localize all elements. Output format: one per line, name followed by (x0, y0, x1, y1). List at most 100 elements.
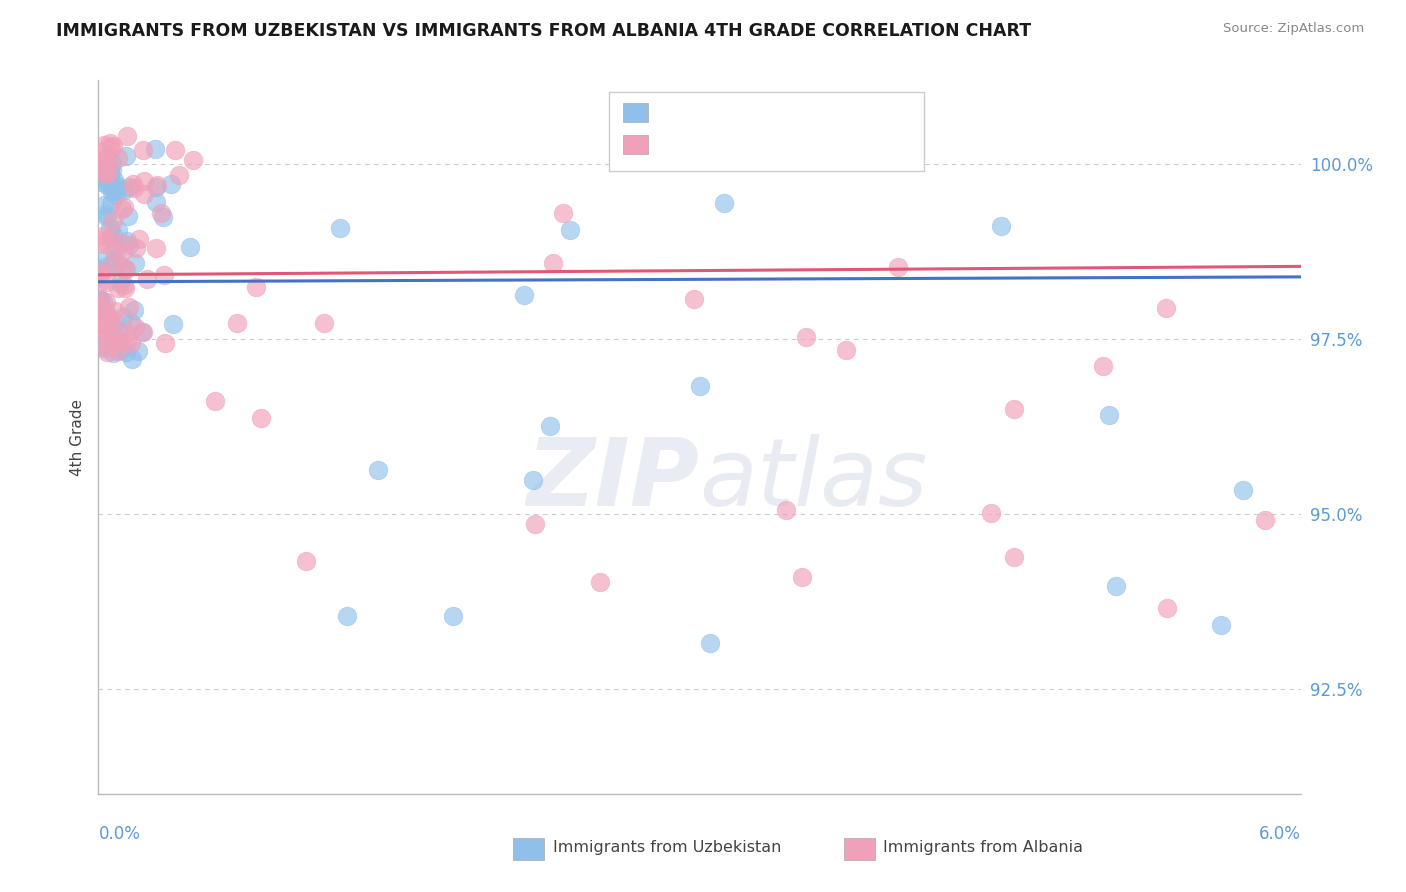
Point (117, 209, 139, 223)
Point (105, 188, 128, 202)
Point (1154, 301, 1177, 315)
Point (1156, 601, 1178, 615)
Point (120, 317, 142, 331)
Point (89, 338, 111, 352)
Point (91, 293, 114, 308)
Point (225, 316, 247, 330)
Text: atlas: atlas (699, 434, 928, 525)
Point (93, 260, 115, 275)
Point (90, 175, 112, 189)
Text: Source: ZipAtlas.com: Source: ZipAtlas.com (1223, 22, 1364, 36)
Point (145, 241, 167, 255)
Text: N =: N = (766, 103, 800, 120)
Point (90, 153, 112, 168)
Point (117, 333, 139, 347)
Point (89, 169, 111, 184)
Point (887, 260, 910, 275)
Point (689, 378, 711, 392)
Point (100, 336, 122, 351)
Point (136, 272, 159, 286)
Point (1105, 579, 1128, 593)
Point (790, 570, 813, 584)
Point (1002, 550, 1025, 565)
Point (104, 179, 127, 194)
Point (100, 197, 122, 211)
Point (103, 173, 125, 187)
Point (93, 311, 115, 326)
Point (112, 200, 135, 214)
Text: N =: N = (766, 136, 800, 153)
Point (108, 325, 131, 339)
Point (96, 210, 118, 224)
Point (543, 256, 565, 270)
Point (89, 292, 111, 306)
Point (114, 262, 136, 277)
Point (1002, 401, 1025, 416)
Point (96, 345, 118, 359)
Point (589, 575, 612, 590)
Point (115, 261, 138, 276)
Point (93, 341, 115, 355)
Point (367, 463, 389, 477)
Text: 0.011: 0.011 (696, 103, 752, 120)
Point (103, 243, 125, 257)
Point (90, 265, 112, 279)
Point (101, 228, 124, 243)
Point (699, 636, 721, 650)
Point (91, 229, 114, 244)
Point (93, 137, 115, 152)
Point (105, 257, 128, 271)
Point (111, 235, 134, 250)
Text: 81: 81 (808, 103, 834, 120)
Point (249, 410, 271, 425)
Point (152, 268, 174, 283)
Point (103, 303, 125, 318)
Point (105, 178, 128, 192)
Point (98, 163, 121, 178)
Point (96, 178, 118, 192)
Point (103, 346, 125, 360)
Point (112, 277, 135, 292)
Point (523, 517, 546, 532)
Point (145, 195, 167, 210)
Point (125, 241, 148, 255)
Point (131, 326, 153, 340)
Point (114, 326, 136, 341)
Point (560, 223, 582, 237)
Point (94, 207, 117, 221)
Point (93, 236, 115, 251)
Point (179, 240, 201, 254)
Point (159, 177, 181, 191)
Point (150, 206, 173, 220)
Point (124, 320, 146, 334)
Point (329, 220, 352, 235)
Point (122, 180, 145, 194)
Text: 0.021: 0.021 (696, 136, 752, 153)
Point (145, 142, 167, 156)
Point (538, 419, 561, 434)
Point (90, 324, 112, 338)
Text: R =: R = (657, 103, 690, 120)
Point (96, 310, 118, 325)
Point (103, 252, 125, 267)
Point (89, 263, 111, 277)
Point (295, 554, 318, 568)
Point (94, 153, 117, 167)
Point (100, 163, 122, 178)
Point (122, 303, 145, 318)
Point (90, 233, 112, 247)
Point (122, 178, 145, 192)
Point (94, 323, 117, 337)
Point (127, 344, 149, 359)
Point (336, 609, 359, 624)
Point (312, 316, 335, 330)
Point (1232, 483, 1254, 497)
Point (117, 300, 139, 314)
Point (98, 167, 121, 181)
Point (169, 168, 191, 182)
Point (107, 281, 129, 295)
Point (98, 149, 121, 163)
Point (115, 234, 138, 248)
Y-axis label: 4th Grade: 4th Grade (69, 399, 84, 475)
Point (111, 260, 134, 274)
